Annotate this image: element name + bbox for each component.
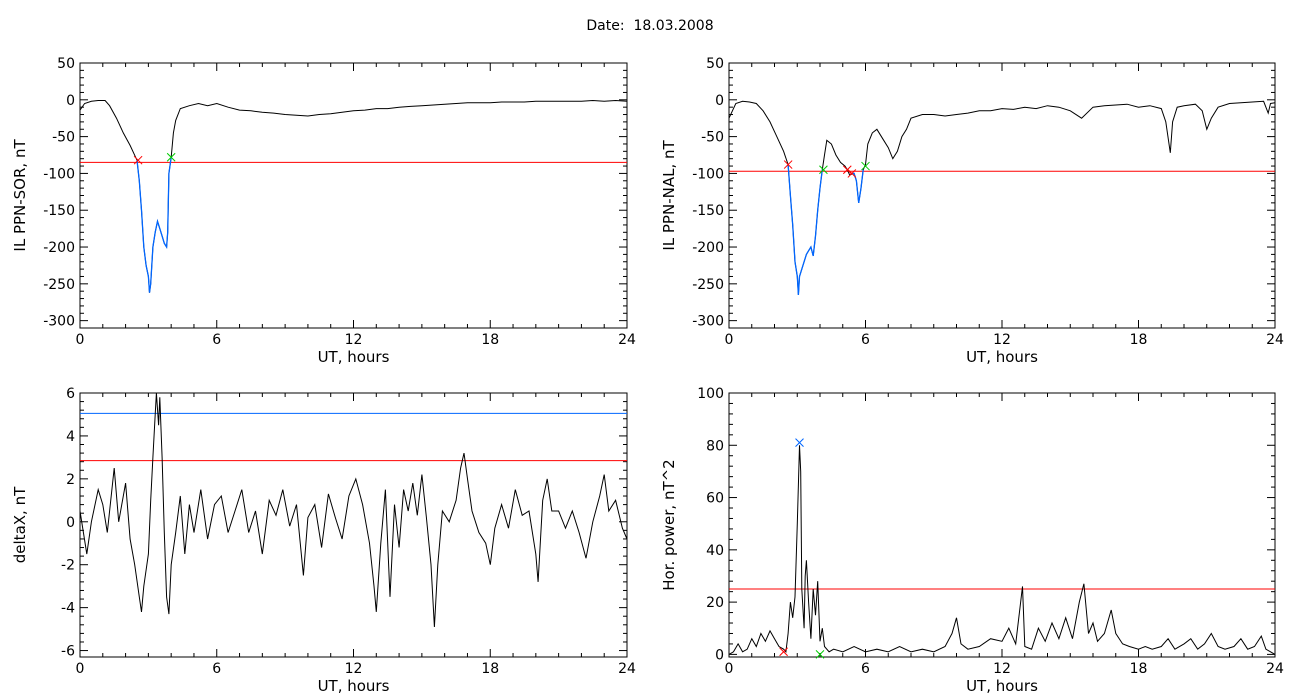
chart-sor: 0 6 12 18 24 50 0 -50 -100 -150 -200 -250 -300 UT, ho… [11, 56, 636, 366]
x-tick-label: 24 [1266, 661, 1284, 677]
x-tick-label: 0 [76, 332, 85, 348]
marker-green [819, 165, 828, 175]
y-tick-label: 6 [66, 386, 75, 402]
chart-nal: 0 6 12 18 24 50 0 -50 -100 -150 -200 -250 -300 UT, ho… [660, 56, 1284, 366]
chart-power: 0 6 12 18 24 0 20 40 60 80 100 UT, hours Hor. power,… [660, 386, 1284, 695]
data-trace [79, 99, 628, 293]
x-tick-label: 0 [725, 332, 734, 348]
date-value: 18.03.2008 [633, 18, 714, 34]
y-tick-label: -2 [61, 558, 75, 574]
y-tick-label: 4 [66, 429, 75, 445]
y-tick-label: 0 [715, 93, 724, 109]
y-tick-label: 20 [706, 595, 724, 611]
y-tick-label: 0 [66, 515, 75, 531]
y-tick-label: -250 [43, 277, 75, 293]
plot-frame [728, 392, 1276, 658]
data-trace [728, 100, 1276, 295]
y-tick-label: 0 [715, 647, 724, 663]
y-tick-label: -4 [61, 601, 75, 617]
y-tick-label: -150 [692, 203, 724, 219]
y-tick-label: -6 [61, 644, 75, 660]
y-tick-label: -250 [692, 277, 724, 293]
date-label: Date: [586, 18, 625, 34]
x-tick-label: 12 [993, 661, 1011, 677]
x-tick-label: 18 [481, 661, 499, 677]
y-axis-title: Hor. power, nT^2 [660, 459, 678, 590]
y-axis-title: deltaX, nT [11, 486, 29, 563]
y-tick-label: -50 [52, 130, 75, 146]
x-tick-label: 6 [212, 661, 221, 677]
y-axis-title: IL PPN-NAL, nT [660, 140, 678, 251]
marker-red [779, 647, 788, 657]
x-axis-title: UT, hours [318, 348, 390, 366]
x-tick-label: 6 [861, 661, 870, 677]
plot-frame [728, 62, 1276, 329]
plot-frame [79, 392, 628, 658]
y-tick-label: 40 [706, 543, 724, 559]
y-tick-label: 0 [66, 93, 75, 109]
marker-red [842, 165, 852, 175]
x-axis-title: UT, hours [966, 677, 1038, 695]
highlight-segment [851, 169, 864, 203]
x-tick-label: 6 [212, 332, 221, 348]
y-tick-label: 100 [697, 386, 724, 402]
x-tick-label: 6 [861, 332, 870, 348]
y-tick-label: -150 [43, 203, 75, 219]
y-tick-label: 80 [706, 438, 724, 454]
x-tick-label: 0 [725, 661, 734, 677]
y-axis-title: IL PPN-SOR, nT [11, 139, 29, 252]
x-axis-title: UT, hours [966, 348, 1038, 366]
y-tick-label: 50 [57, 56, 75, 72]
chart-header: Date: 18.03.2008 [0, 18, 1300, 34]
y-tick-label: -200 [43, 240, 75, 256]
data-trace [728, 445, 1276, 655]
x-tick-label: 12 [993, 332, 1011, 348]
marker-red [783, 160, 793, 169]
marker-blue [795, 438, 804, 448]
highlight-segment [787, 164, 823, 295]
x-tick-label: 18 [1130, 332, 1148, 348]
x-tick-label: 24 [618, 661, 636, 677]
y-tick-label: 2 [66, 472, 75, 488]
marker-red [133, 155, 143, 165]
x-tick-label: 12 [345, 332, 363, 348]
highlight-segment [136, 157, 172, 293]
x-tick-label: 18 [1130, 661, 1148, 677]
data-trace [79, 392, 628, 628]
chart-deltax: 0 6 12 18 24 6 4 2 0 -2 -4 -6 UT, hours deltaX, nT [11, 386, 636, 695]
y-tick-label: -200 [692, 240, 724, 256]
y-tick-label: 50 [706, 56, 724, 72]
y-tick-label: -300 [43, 314, 75, 330]
plot-frame [79, 62, 628, 329]
x-tick-label: 24 [1266, 332, 1284, 348]
marker-red [847, 169, 857, 178]
x-axis-title: UT, hours [318, 677, 390, 695]
x-tick-label: 24 [618, 332, 636, 348]
marker-green [861, 161, 870, 171]
y-tick-label: -100 [43, 166, 75, 182]
marker-green [815, 650, 825, 659]
x-tick-label: 12 [345, 661, 363, 677]
y-tick-label: 60 [706, 491, 724, 507]
y-tick-label: -50 [701, 130, 724, 146]
marker-green [166, 152, 176, 162]
x-tick-label: 18 [481, 332, 499, 348]
y-tick-label: -100 [692, 166, 724, 182]
x-tick-label: 0 [76, 661, 85, 677]
y-tick-label: -300 [692, 314, 724, 330]
